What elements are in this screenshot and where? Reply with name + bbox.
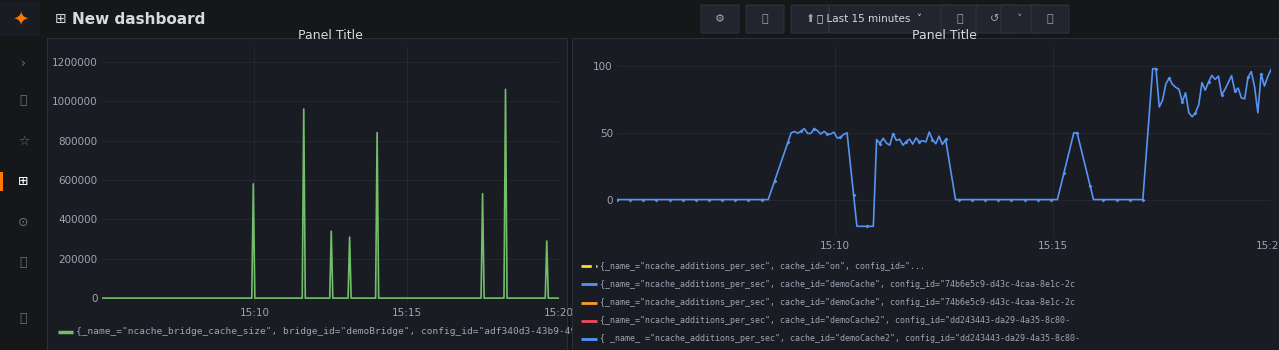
Text: 🖥: 🖥 — [1046, 14, 1054, 24]
FancyBboxPatch shape — [790, 5, 829, 33]
Text: ↺: ↺ — [990, 14, 1000, 24]
Text: ⬆: ⬆ — [806, 14, 815, 24]
FancyBboxPatch shape — [701, 5, 739, 33]
Text: 🔍: 🔍 — [19, 94, 27, 107]
Text: {_name_="ncache_additions_per_sec", cache_id="demoCache", config_id="74b6e5c9-d4: {_name_="ncache_additions_per_sec", cach… — [600, 298, 1076, 307]
Text: ⚙: ⚙ — [715, 14, 725, 24]
Text: { _name_ ="ncache_additions_per_sec", cache_id="demoCache2", config_id="dd243443: { _name_ ="ncache_additions_per_sec", ca… — [600, 334, 1081, 343]
FancyBboxPatch shape — [976, 5, 1014, 33]
Text: {_name_="ncache_additions_per_sec", cache_id="demoCache", config_id="74b6e5c9-d4: {_name_="ncache_additions_per_sec", cach… — [600, 280, 1076, 289]
FancyBboxPatch shape — [0, 172, 3, 191]
Text: {_name_="ncache_additions_per_sec", cache_id="demoCache2", config_id="dd243443-d: {_name_="ncache_additions_per_sec", cach… — [600, 316, 1071, 325]
Text: ⏱ Last 15 minutes  ˅: ⏱ Last 15 minutes ˅ — [817, 14, 922, 24]
Text: ⬛: ⬛ — [762, 14, 769, 24]
Text: ⊞: ⊞ — [18, 175, 28, 188]
Text: ✦: ✦ — [12, 9, 28, 28]
Text: ⊞: ⊞ — [55, 12, 67, 26]
Text: ☆: ☆ — [18, 134, 29, 147]
FancyBboxPatch shape — [0, 2, 40, 36]
FancyBboxPatch shape — [1001, 5, 1039, 33]
Text: ⊞: ⊞ — [18, 175, 28, 188]
Text: ˅: ˅ — [1017, 14, 1023, 24]
Text: 🔔: 🔔 — [19, 256, 27, 269]
Text: ›: › — [20, 56, 26, 69]
Text: 🔍: 🔍 — [957, 14, 963, 24]
FancyBboxPatch shape — [1031, 5, 1069, 33]
Text: New dashboard: New dashboard — [72, 12, 206, 27]
FancyBboxPatch shape — [746, 5, 784, 33]
Text: 🖊: 🖊 — [19, 312, 27, 325]
Text: {_name_="ncache_additions_per_sec", cache_id="on", config_id="...: {_name_="ncache_additions_per_sec", cach… — [600, 261, 925, 271]
FancyBboxPatch shape — [829, 5, 952, 33]
Title: Panel Title: Panel Title — [912, 29, 976, 42]
Text: ⊙: ⊙ — [18, 216, 28, 229]
Text: {_name_="ncache_bridge_cache_size", bridge_id="demoBridge", config_id="adf340d3-: {_name_="ncache_bridge_cache_size", brid… — [75, 328, 622, 336]
Title: Panel Title: Panel Title — [298, 29, 363, 42]
FancyBboxPatch shape — [941, 5, 978, 33]
